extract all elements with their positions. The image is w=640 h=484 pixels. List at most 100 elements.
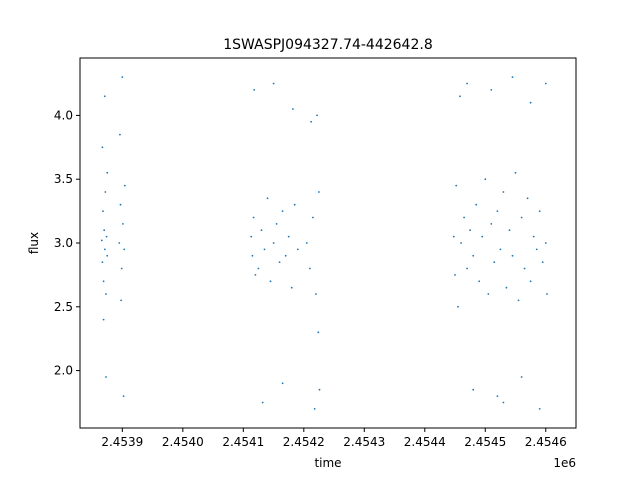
data-point [520, 216, 523, 219]
y-axis-label: flux [27, 232, 41, 254]
data-point [529, 101, 532, 104]
data-point [120, 299, 122, 302]
data-point [317, 331, 320, 334]
x-tick-label: 2.4539 [101, 435, 143, 449]
y-tick-label: 3.0 [54, 236, 73, 250]
y-axis-ticks: 2.0 2.5 3.0 3.5 4.0 [54, 108, 80, 378]
data-point [250, 235, 253, 238]
data-point [310, 120, 312, 123]
data-point [105, 376, 107, 378]
x-tick-label: 2.4543 [343, 435, 385, 449]
data-point [546, 293, 548, 295]
data-point [315, 293, 317, 295]
data-point [119, 203, 122, 206]
data-point [251, 254, 254, 257]
data-point [121, 76, 124, 78]
data-point [105, 293, 107, 295]
data-point [123, 184, 126, 187]
data-point [544, 82, 547, 85]
data-point [316, 114, 318, 117]
x-tick-label: 2.4545 [464, 435, 506, 449]
data-point [312, 216, 314, 219]
data-point [466, 82, 468, 85]
x-tick-label: 2.4541 [222, 435, 264, 449]
data-points [100, 76, 548, 410]
x-axis-label: time [314, 456, 341, 470]
data-point [532, 235, 535, 238]
data-point [472, 388, 475, 391]
chart-title: 1SWASPJ094327.74-442642.8 [223, 37, 432, 53]
data-point [123, 248, 126, 251]
data-point [281, 382, 284, 385]
data-point [499, 248, 502, 251]
data-point [544, 242, 547, 244]
x-tick-label: 2.4540 [162, 435, 204, 449]
data-point [105, 235, 108, 238]
data-point [290, 286, 293, 289]
y-tick-label: 2.5 [54, 300, 73, 314]
data-point [102, 280, 105, 283]
x-axis-ticks: 2.4539 2.4540 2.4541 2.4542 2.4543 2.4544 2.45… [101, 428, 567, 449]
y-tick-label: 3.5 [54, 172, 73, 186]
data-point [287, 235, 290, 238]
y-tick-label: 2.0 [54, 364, 73, 378]
data-point [535, 248, 538, 251]
data-point [101, 261, 104, 263]
data-point [103, 95, 106, 98]
data-point [103, 248, 106, 251]
data-point [257, 267, 260, 270]
x-tick-label: 2.4542 [283, 435, 325, 449]
data-point [122, 395, 125, 397]
data-point [493, 261, 496, 263]
data-point [538, 210, 541, 213]
data-point [102, 210, 104, 213]
data-point [278, 261, 281, 263]
data-point [529, 280, 532, 283]
data-point [454, 274, 456, 276]
data-point [520, 376, 523, 378]
data-point [120, 267, 123, 270]
data-point [272, 82, 275, 85]
data-point [538, 408, 541, 410]
data-point [514, 171, 517, 174]
data-point [452, 235, 455, 238]
data-point [455, 184, 458, 187]
data-point [281, 210, 284, 213]
data-point [305, 242, 308, 244]
data-point [309, 267, 311, 270]
data-point [481, 235, 484, 238]
data-point [261, 401, 264, 404]
data-point [502, 191, 505, 193]
data-point [466, 267, 468, 270]
plot-frame [79, 57, 577, 429]
data-point [254, 274, 257, 276]
data-point [508, 229, 511, 232]
data-point [252, 216, 255, 219]
data-point [106, 171, 109, 174]
data-point [484, 178, 487, 181]
data-point [119, 133, 121, 136]
data-point [318, 191, 320, 193]
data-point [118, 242, 121, 244]
data-point [101, 146, 104, 149]
data-point [469, 229, 471, 232]
data-point [541, 261, 544, 263]
data-point [526, 197, 529, 200]
data-point [463, 216, 465, 219]
data-point [100, 239, 103, 242]
data-point [122, 223, 124, 225]
data-point [266, 197, 269, 200]
x-axis-offset-label: 1e6 [553, 456, 576, 470]
data-point [457, 305, 459, 308]
data-point [284, 254, 287, 257]
data-point [505, 286, 508, 289]
y-tick-label: 4.0 [54, 108, 73, 122]
data-point [296, 248, 299, 251]
data-point [460, 242, 462, 244]
data-point [292, 108, 294, 110]
x-tick-label: 2.4544 [404, 435, 446, 449]
data-point [269, 280, 272, 283]
data-point [487, 293, 490, 295]
data-point [478, 280, 481, 283]
